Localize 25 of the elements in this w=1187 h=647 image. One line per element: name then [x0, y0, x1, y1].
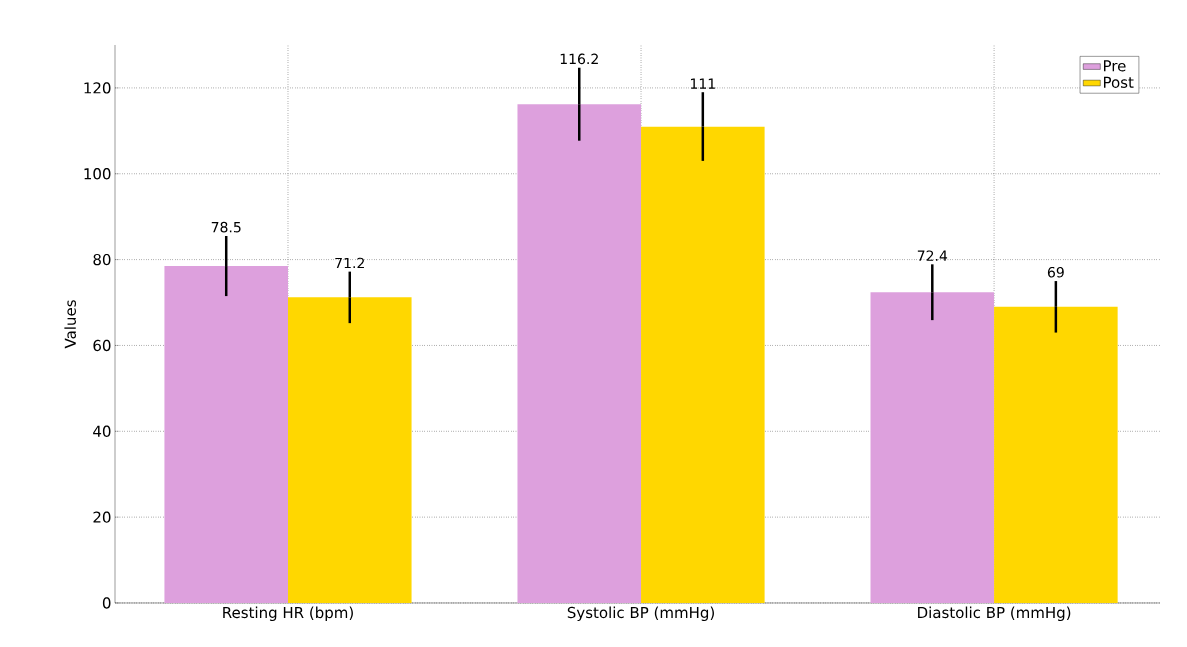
- bar: [288, 297, 412, 603]
- data-label: 72.4: [917, 250, 948, 261]
- bar: [641, 126, 765, 603]
- bar: [517, 104, 642, 603]
- data-label: 69: [1047, 266, 1064, 278]
- legend-label: Post: [1103, 76, 1134, 88]
- x-tick-label: Systolic BP (mmHg): [567, 606, 714, 622]
- bar: [994, 306, 1118, 603]
- data-label: 116.2: [560, 53, 598, 65]
- y-tick-label: 20: [93, 511, 111, 523]
- x-tick-label: Diastolic BP (mmHg): [918, 606, 1071, 622]
- y-tick-label: 80: [93, 253, 111, 266]
- data-label: 71.2: [335, 257, 364, 269]
- y-tick-label: 0: [102, 597, 111, 609]
- y-tick-label: 120: [84, 82, 111, 94]
- y-tick-label: 100: [84, 168, 111, 180]
- data-label: 111: [691, 78, 715, 89]
- y-axis-title: Values: [64, 300, 76, 349]
- data-label: 78.5: [211, 221, 241, 233]
- y-tick-label: 60: [93, 339, 111, 352]
- legend-label: Pre: [1103, 60, 1126, 72]
- bar: [164, 266, 288, 603]
- x-tick-label: Resting HR (bpm): [223, 606, 353, 622]
- bar: [870, 292, 995, 603]
- y-tick-label: 40: [93, 425, 111, 437]
